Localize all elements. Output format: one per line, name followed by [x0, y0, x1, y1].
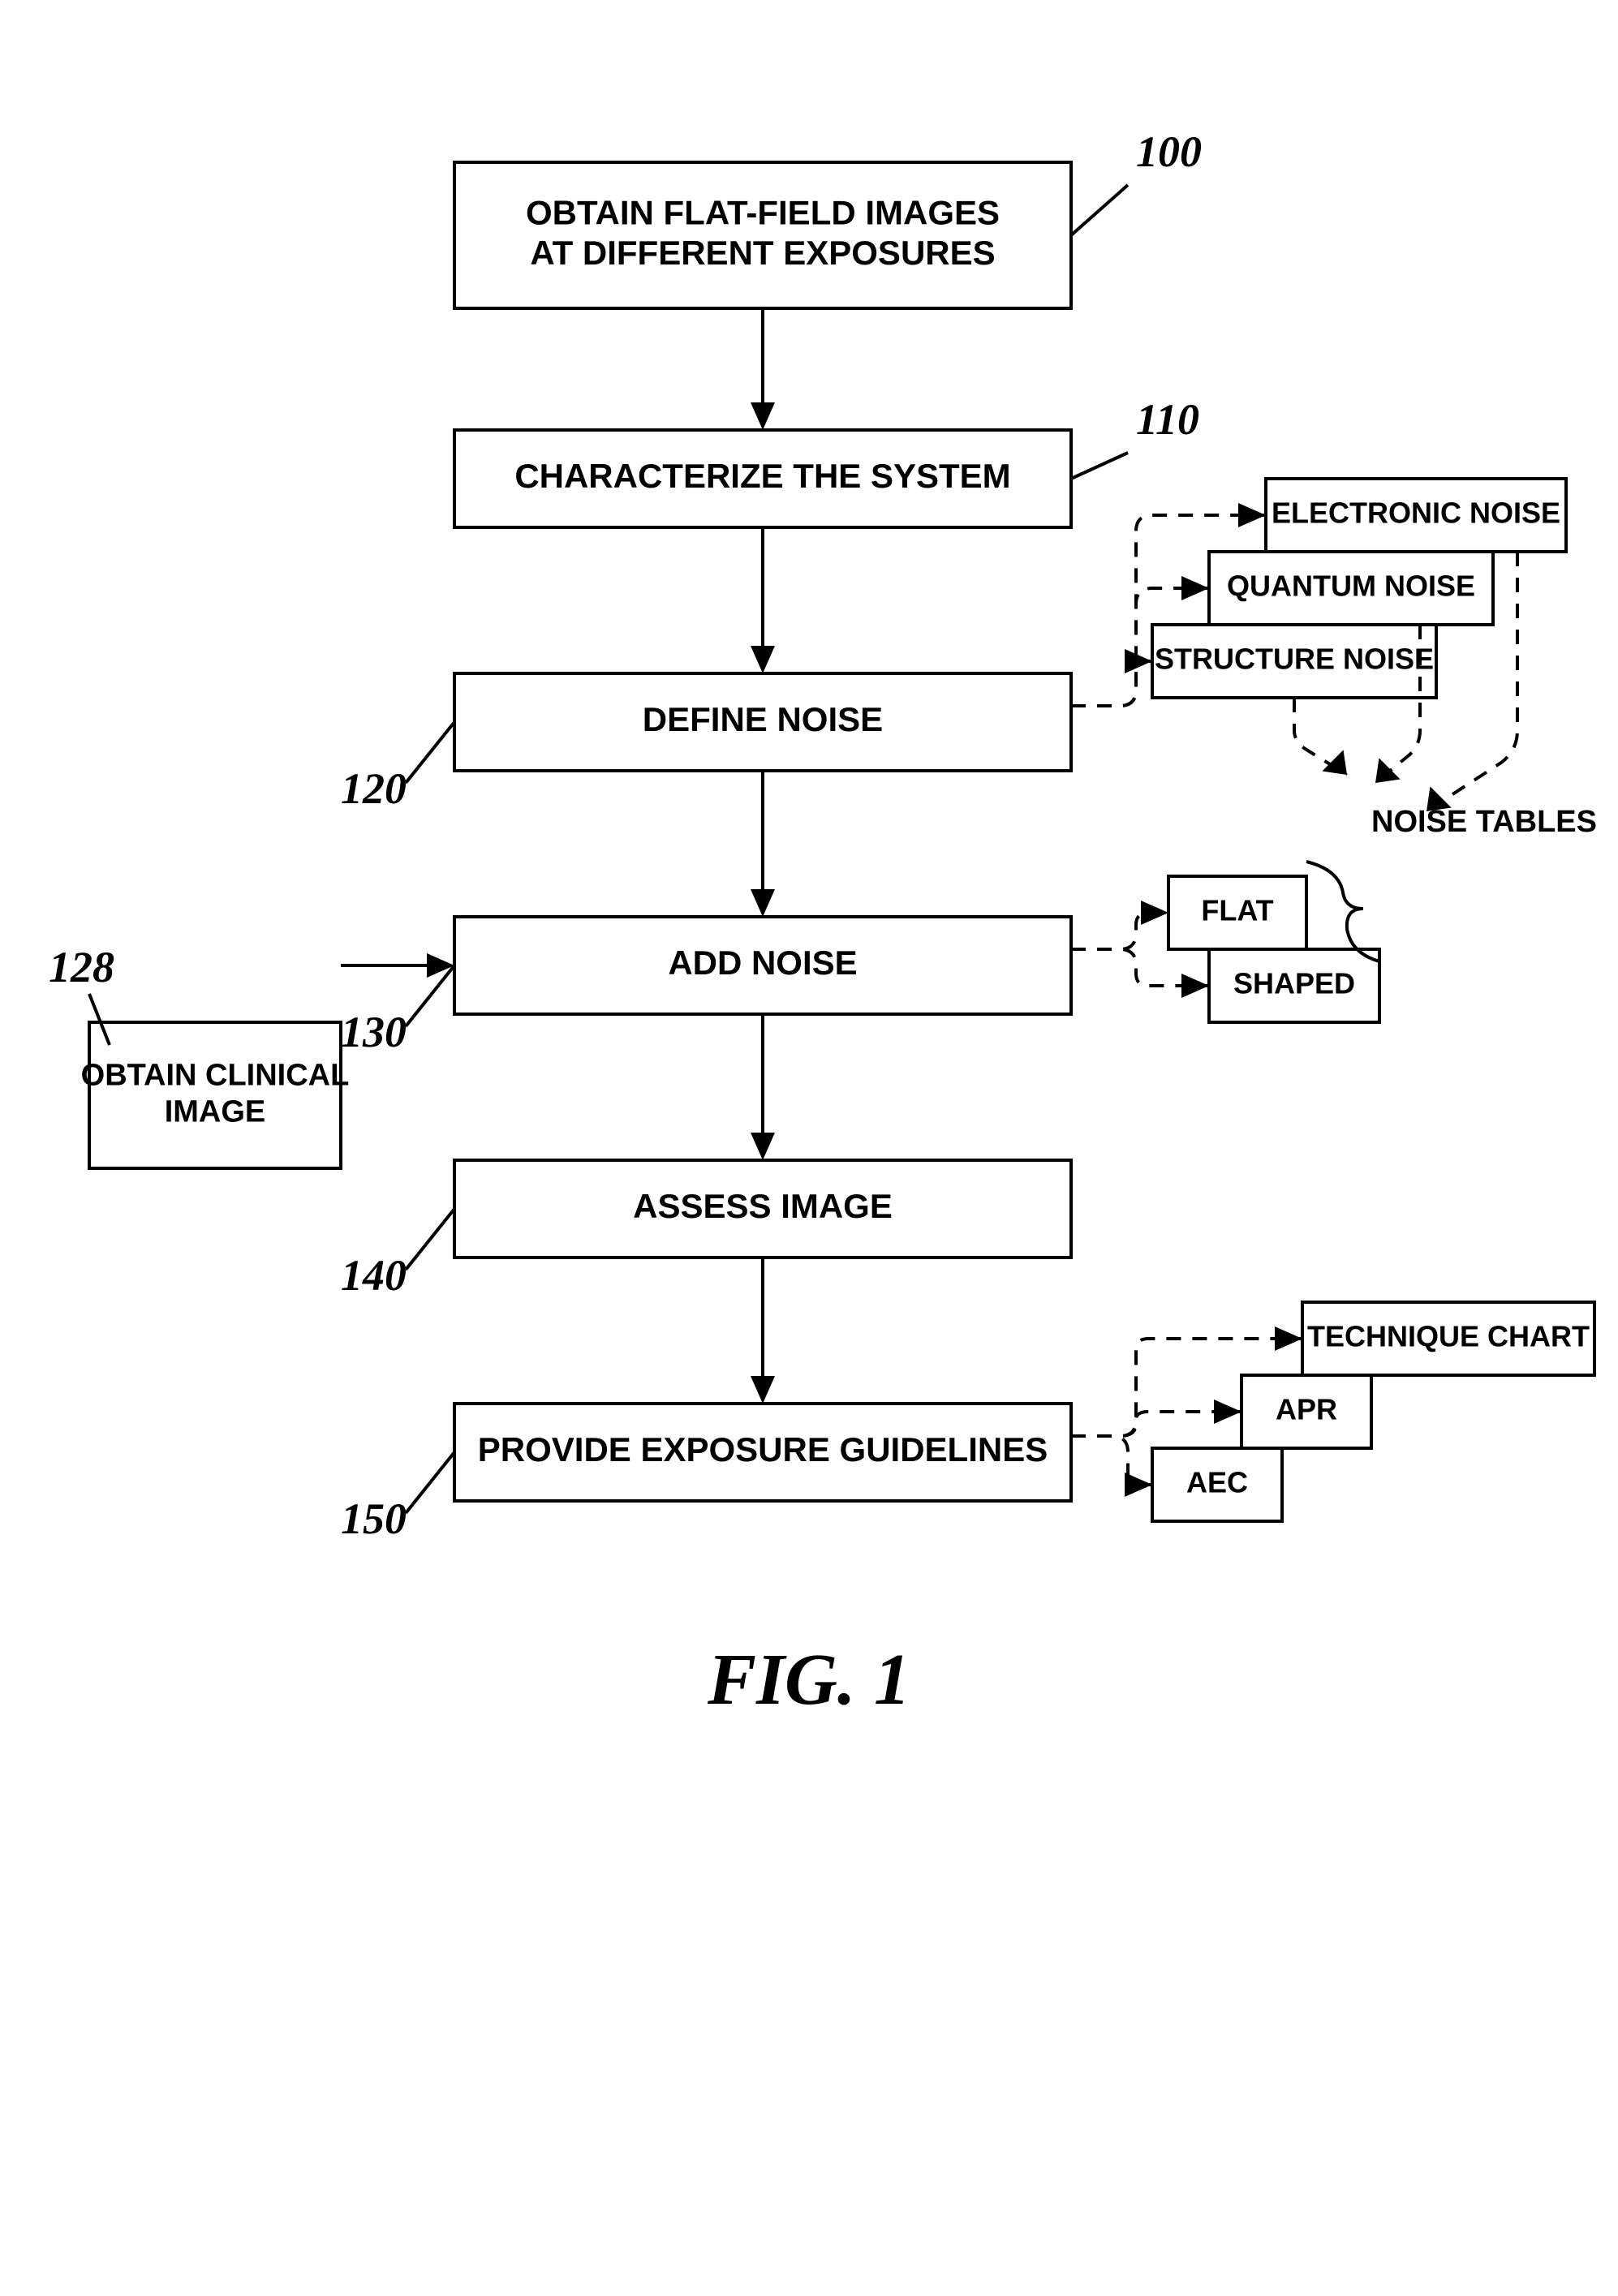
- arrow-dashed-0: [1071, 661, 1152, 706]
- node-quantum_noise: QUANTUM NOISE: [1209, 552, 1493, 625]
- ref-r110: 110: [1136, 395, 1199, 444]
- noise-tables-label: NOISE TABLES: [1371, 805, 1597, 839]
- node-apr: APR: [1241, 1375, 1371, 1448]
- ref-tick-r140: [406, 1209, 454, 1270]
- node-electronic_noise: ELECTRONIC NOISE: [1266, 479, 1566, 552]
- ref-r150: 150: [341, 1494, 407, 1543]
- node-shaped: SHAPED: [1209, 949, 1379, 1022]
- node-assess_image-label: ASSESS IMAGE: [633, 1187, 893, 1225]
- node-add_noise-label: ADD NOISE: [668, 944, 857, 982]
- node-quantum_noise-label: QUANTUM NOISE: [1227, 570, 1475, 603]
- node-shaped-label: SHAPED: [1233, 967, 1355, 1000]
- ref-tick-r150: [406, 1452, 454, 1513]
- node-add_noise: ADD NOISE: [454, 917, 1071, 1014]
- node-flat: FLAT: [1168, 876, 1306, 949]
- node-technique_chart: TECHNIQUE CHART: [1302, 1302, 1594, 1375]
- node-provide_guidelines-label: PROVIDE EXPOSURE GUIDELINES: [478, 1430, 1048, 1468]
- node-aec: AEC: [1152, 1448, 1282, 1521]
- node-characterize: CHARACTERIZE THE SYSTEM: [454, 430, 1071, 527]
- node-obtain_flat-label: OBTAIN FLAT-FIELD IMAGES: [526, 193, 1000, 231]
- noise-tables-brace: [1306, 862, 1379, 961]
- ref-tick-r100: [1071, 185, 1128, 235]
- node-flat-label: FLAT: [1201, 894, 1273, 927]
- node-obtain_flat: OBTAIN FLAT-FIELD IMAGESAT DIFFERENT EXP…: [454, 162, 1071, 308]
- arrow-dashed-8: [1071, 1436, 1152, 1485]
- node-characterize-label: CHARACTERIZE THE SYSTEM: [514, 457, 1010, 495]
- node-obtain_clinical-label: IMAGE: [165, 1094, 266, 1129]
- node-define_noise: DEFINE NOISE: [454, 673, 1071, 771]
- node-obtain_clinical: OBTAIN CLINICALIMAGE: [81, 1022, 350, 1168]
- ref-tick-r110: [1071, 453, 1128, 479]
- ref-tick-r120: [406, 722, 454, 783]
- node-obtain_clinical-label: OBTAIN CLINICAL: [81, 1059, 350, 1093]
- node-apr-label: APR: [1276, 1393, 1337, 1426]
- node-define_noise-label: DEFINE NOISE: [643, 700, 883, 738]
- node-assess_image: ASSESS IMAGE: [454, 1160, 1071, 1258]
- ref-r128: 128: [49, 943, 114, 991]
- node-aec-label: AEC: [1186, 1466, 1248, 1499]
- node-electronic_noise-label: ELECTRONIC NOISE: [1272, 497, 1560, 530]
- node-technique_chart-label: TECHNIQUE CHART: [1307, 1320, 1590, 1353]
- ref-r130: 130: [341, 1008, 407, 1056]
- ref-r120: 120: [341, 764, 407, 813]
- ref-r100: 100: [1136, 127, 1202, 176]
- flowchart-root: OBTAIN FLAT-FIELD IMAGESAT DIFFERENT EXP…: [0, 0, 1618, 2296]
- node-structure_noise-label: STRUCTURE NOISE: [1155, 643, 1434, 676]
- node-obtain_flat-label: AT DIFFERENT EXPOSURES: [530, 234, 995, 272]
- node-provide_guidelines: PROVIDE EXPOSURE GUIDELINES: [454, 1404, 1071, 1501]
- figure-label: FIG. 1: [707, 1640, 910, 1720]
- ref-r140: 140: [341, 1251, 407, 1300]
- node-structure_noise: STRUCTURE NOISE: [1152, 625, 1436, 698]
